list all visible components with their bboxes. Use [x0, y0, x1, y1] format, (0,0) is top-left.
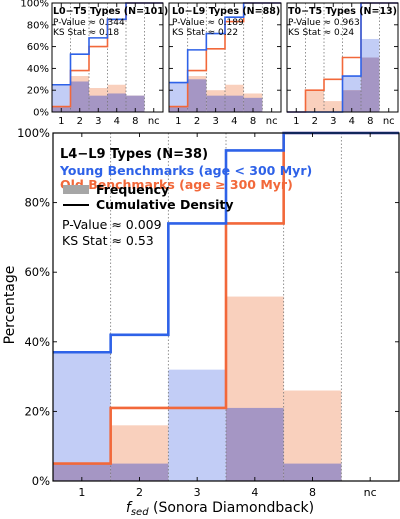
y-tick-label: 20%	[27, 86, 49, 97]
young-frequency-bar	[168, 369, 226, 481]
y-tick-label: 0%	[32, 474, 50, 488]
y-ticks: 0% 20% 40% 60% 80% 100%	[17, 126, 399, 488]
panel-title: T0−T5 Types (N=13)	[288, 6, 397, 17]
y-tick-label: 40%	[24, 335, 50, 349]
y-tick-label: 100%	[17, 126, 50, 140]
x-tick-label: 8	[309, 486, 316, 499]
overlap-frequency-bar	[226, 407, 284, 481]
old-frequency-bar	[324, 101, 343, 112]
x-tick-label: nc	[383, 116, 395, 127]
x-ticks: 1 2 3 4 8 nc	[293, 3, 395, 127]
overlap-frequency-bar	[89, 95, 108, 112]
y-tick-label: 80%	[27, 20, 49, 31]
overlap-frequency-bar	[70, 81, 89, 112]
x-tick-label: 4	[114, 116, 120, 127]
x-tick-label: 4	[251, 486, 258, 499]
p-value-label: P-Value ≈ 0.963	[288, 18, 360, 28]
x-tick-label: 1	[58, 116, 64, 127]
panel-title: L0−L9 Types (N=88)	[172, 6, 280, 17]
overlap-frequency-bar	[206, 95, 225, 112]
y-tick-label: 100%	[20, 0, 49, 10]
x-tick-label: 3	[212, 116, 218, 127]
overlap-frequency-bar	[110, 463, 169, 481]
overlap-frequency-bar	[187, 79, 207, 112]
x-axis-label-symbol: f	[126, 500, 133, 516]
p-value-label: P-Value ≈ 0.009	[62, 217, 162, 232]
y-tick-label: 60%	[24, 265, 50, 279]
axes-frame	[286, 2, 399, 113]
panel-l0-l9: P-Value ≈ 0.189 KS Stat ≈ 0.22 1 2 3 4 8 nc L…	[168, 2, 282, 127]
ks-stat-label: KS Stat ≈ 0.24	[288, 28, 354, 38]
x-tick-label: 3	[194, 486, 201, 499]
x-tick-label: 3	[330, 116, 336, 127]
overlap-frequency-bar	[283, 463, 342, 481]
legend-frequency-label: Frequency	[96, 182, 169, 197]
young-frequency-bar	[53, 352, 111, 481]
y-tick-label: 40%	[27, 64, 49, 75]
ks-stat-label: KS Stat ≈ 0.22	[172, 28, 238, 38]
overlap-frequency-bar	[53, 463, 111, 481]
panel-l0-t5: P-Value ≈ 0.344 KS Stat ≈ 0.18 0% 20% 40% 6…	[20, 0, 168, 127]
panel-l4-l9-main: 0% 20% 40% 60% 80% 100% 1 2 3 4 8 nc L4−L9 Types (…	[2, 126, 400, 518]
ks-stat-label: KS Stat ≈ 0.53	[62, 233, 154, 248]
panel-t0-t5: P-Value ≈ 0.963 KS Stat ≈ 0.24 1 2 3 4 8 nc T…	[286, 2, 399, 127]
p-value-label: P-Value ≈ 0.189	[172, 18, 244, 28]
overlap-frequency-bar	[126, 95, 145, 112]
y-tick-label: 0%	[33, 108, 49, 119]
x-tick-label: nc	[148, 116, 160, 127]
x-tick-label: 2	[136, 486, 143, 499]
panel-title: L0−T5 Types (N=101)	[53, 6, 168, 17]
panel-title: L4−L9 Types (N=38)	[60, 147, 208, 162]
overlap-frequency-bar	[107, 93, 126, 112]
x-tick-label: 3	[95, 116, 101, 127]
x-ticks: 1 2 3 4 8 nc	[175, 3, 278, 127]
x-tick-label: 2	[312, 116, 318, 127]
frequency-bars	[305, 38, 380, 112]
x-tick-label: 1	[78, 486, 85, 499]
x-axis-label-rest: (Sonora Diamondback)	[149, 500, 315, 516]
x-tick-label: 1	[175, 116, 181, 127]
x-tick-label: 8	[132, 116, 138, 127]
old-frequency-bar	[305, 90, 324, 112]
overlap-frequency-bar	[225, 95, 244, 112]
x-tick-label: nc	[364, 486, 377, 499]
x-axis-label-subscript: sed	[131, 507, 149, 518]
x-tick-label: nc	[266, 116, 278, 127]
p-value-label: P-Value ≈ 0.344	[53, 18, 125, 28]
overlap-frequency-bar	[342, 90, 361, 112]
young-frequency-bar	[169, 82, 188, 112]
legend-old-label: Old Benchmarks (age ≥ 300 Myr)	[60, 177, 293, 192]
axes-frame	[51, 2, 164, 113]
legend-frequency-swatch	[63, 185, 89, 194]
x-tick-label: 2	[77, 116, 83, 127]
x-tick-label: 2	[194, 116, 200, 127]
y-tick-label: 20%	[24, 404, 50, 418]
young-frequency-bar	[52, 84, 71, 112]
axes-frame	[52, 132, 400, 482]
y-axis-label: Percentage	[2, 266, 18, 345]
ks-stat-label: KS Stat ≈ 0.18	[53, 28, 119, 38]
x-tick-label: 4	[349, 116, 355, 127]
axes-frame	[168, 2, 282, 113]
legend: L4−L9 Types (N=38) Young Benchmarks (age…	[59, 147, 312, 212]
x-ticks: 1 2 3 4 8 nc	[58, 3, 160, 127]
x-tick-label: 1	[293, 116, 299, 127]
x-tick-label: 4	[231, 116, 237, 127]
legend-young-label: Young Benchmarks (age < 300 Myr)	[59, 163, 312, 178]
x-tick-label: 8	[250, 116, 256, 127]
x-tick-label: 8	[367, 116, 373, 127]
overlap-frequency-bar	[361, 57, 380, 112]
y-tick-label: 60%	[27, 42, 49, 53]
x-ticks: 1 2 3 4 8 nc	[78, 133, 377, 499]
y-tick-label: 80%	[24, 196, 50, 210]
x-axis-label: fsed (Sonora Diamondback)	[126, 500, 314, 518]
legend-cumulative-label: Cumulative Density	[96, 197, 234, 212]
frequency-bars	[53, 296, 342, 481]
overlap-frequency-bar	[243, 97, 263, 112]
